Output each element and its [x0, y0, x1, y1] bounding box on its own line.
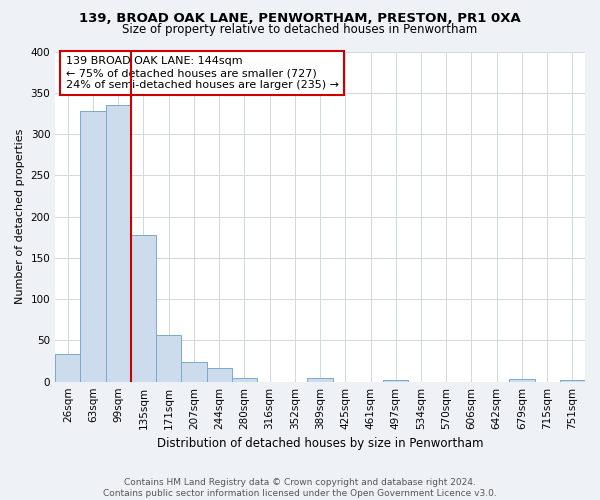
Bar [383, 380, 409, 382]
Text: Size of property relative to detached houses in Penwortham: Size of property relative to detached ho… [122, 22, 478, 36]
Bar [131, 235, 156, 382]
Bar [206, 368, 232, 382]
Bar [232, 378, 257, 382]
Bar [509, 379, 535, 382]
Bar [307, 378, 332, 382]
Y-axis label: Number of detached properties: Number of detached properties [15, 129, 25, 304]
Text: Contains HM Land Registry data © Crown copyright and database right 2024.
Contai: Contains HM Land Registry data © Crown c… [103, 478, 497, 498]
Bar [560, 380, 585, 382]
X-axis label: Distribution of detached houses by size in Penwortham: Distribution of detached houses by size … [157, 437, 484, 450]
Bar [106, 105, 131, 382]
Bar [80, 111, 106, 382]
Bar [181, 362, 206, 382]
Bar [156, 334, 181, 382]
Text: 139, BROAD OAK LANE, PENWORTHAM, PRESTON, PR1 0XA: 139, BROAD OAK LANE, PENWORTHAM, PRESTON… [79, 12, 521, 26]
Text: 139 BROAD OAK LANE: 144sqm
← 75% of detached houses are smaller (727)
24% of sem: 139 BROAD OAK LANE: 144sqm ← 75% of deta… [66, 56, 339, 90]
Bar [55, 354, 80, 382]
